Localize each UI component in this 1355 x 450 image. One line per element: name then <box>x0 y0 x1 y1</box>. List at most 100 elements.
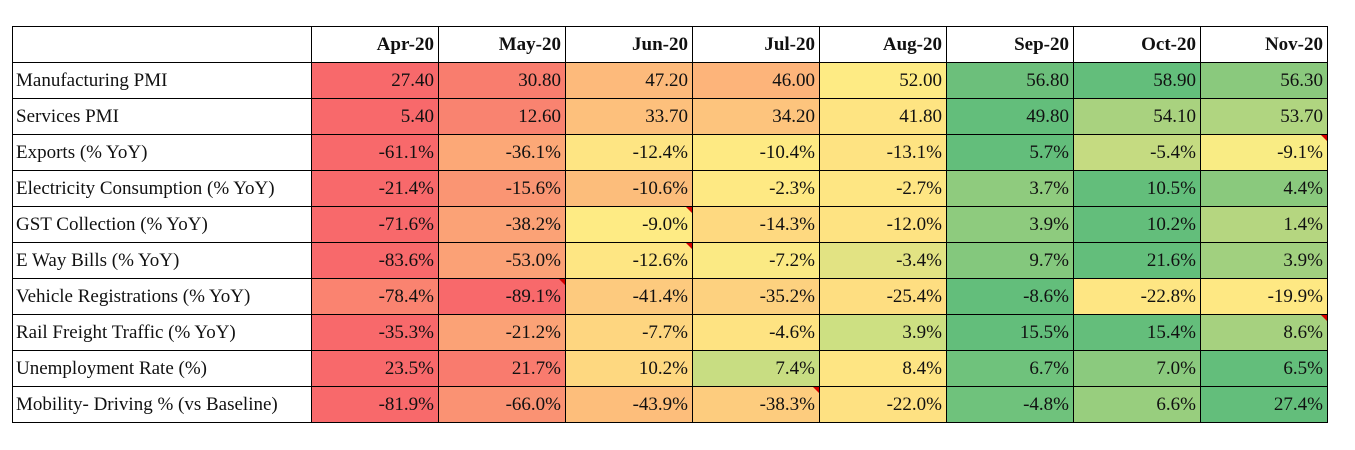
heatmap-cell: 4.4% <box>1200 170 1328 207</box>
heatmap-cell: -21.2% <box>438 314 566 351</box>
heatmap-cell: -35.3% <box>311 314 439 351</box>
heatmap-cell: 27.40 <box>311 62 439 99</box>
heatmap-cell: -4.6% <box>692 314 820 351</box>
heatmap-cell: -22.8% <box>1073 278 1201 315</box>
heatmap-cell: 34.20 <box>692 98 820 135</box>
table-row: Exports (% YoY) -61.1% -36.1% -12.4% -10.4% -… <box>12 134 1328 171</box>
heatmap-cell: 10.5% <box>1073 170 1201 207</box>
row-label: E Way Bills (% YoY) <box>12 242 312 279</box>
heatmap-cell: -3.4% <box>819 242 947 279</box>
heatmap-cell: -83.6% <box>311 242 439 279</box>
heatmap-cell: 5.7% <box>946 134 1074 171</box>
heatmap-cell: 12.60 <box>438 98 566 135</box>
heatmap-cell: -21.4% <box>311 170 439 207</box>
table-row: Electricity Consumption (% YoY) -21.4% -15… <box>12 170 1328 207</box>
heatmap-cell: -22.0% <box>819 386 947 423</box>
heatmap-cell: -10.4% <box>692 134 820 171</box>
heatmap-cell: -35.2% <box>692 278 820 315</box>
column-header: Oct-20 <box>1073 26 1201 63</box>
heatmap-cell: -10.6% <box>565 170 693 207</box>
heatmap-cell: 47.20 <box>565 62 693 99</box>
heatmap-cell: -9.0% <box>565 206 693 243</box>
heatmap-cell: 21.6% <box>1073 242 1201 279</box>
heatmap-cell: -71.6% <box>311 206 439 243</box>
heatmap-cell: 8.6% <box>1200 314 1328 351</box>
heatmap-cell: 7.0% <box>1073 350 1201 387</box>
table-row: E Way Bills (% YoY) -83.6% -53.0% -12.6% -7.… <box>12 242 1328 279</box>
heatmap-cell: -5.4% <box>1073 134 1201 171</box>
heatmap-cell: 49.80 <box>946 98 1074 135</box>
heatmap-cell: 52.00 <box>819 62 947 99</box>
heatmap-cell: 23.5% <box>311 350 439 387</box>
heatmap-cell: -78.4% <box>311 278 439 315</box>
row-label: Vehicle Registrations (% YoY) <box>12 278 312 315</box>
heatmap-cell: -41.4% <box>565 278 693 315</box>
heatmap-cell: -12.0% <box>819 206 947 243</box>
heatmap-cell: -66.0% <box>438 386 566 423</box>
heatmap-cell: 56.30 <box>1200 62 1328 99</box>
heatmap-cell: -53.0% <box>438 242 566 279</box>
heatmap-cell: -9.1% <box>1200 134 1328 171</box>
heatmap-cell: 5.40 <box>311 98 439 135</box>
heatmap-cell: 3.9% <box>819 314 947 351</box>
heatmap-cell: 15.4% <box>1073 314 1201 351</box>
heatmap-cell: -81.9% <box>311 386 439 423</box>
heatmap-cell: -15.6% <box>438 170 566 207</box>
table-row: Manufacturing PMI 27.40 30.80 47.20 46.00 52.… <box>12 62 1328 99</box>
heatmap-cell: -14.3% <box>692 206 820 243</box>
column-header: Aug-20 <box>819 26 947 63</box>
heatmap-cell: -12.4% <box>565 134 693 171</box>
heatmap-cell: -12.6% <box>565 242 693 279</box>
heatmap-cell: 3.7% <box>946 170 1074 207</box>
heatmap-cell: 3.9% <box>1200 242 1328 279</box>
heatmap-cell: 27.4% <box>1200 386 1328 423</box>
table-row: Rail Freight Traffic (% YoY) -35.3% -21.2%… <box>12 314 1328 351</box>
heatmap-cell: -8.6% <box>946 278 1074 315</box>
heatmap-cell: -4.8% <box>946 386 1074 423</box>
heatmap-table: Apr-20 May-20 Jun-20 Jul-20 Aug-20 Sep-2… <box>12 26 1328 423</box>
row-label: Unemployment Rate (%) <box>12 350 312 387</box>
table-body: Manufacturing PMI 27.40 30.80 47.20 46.00 52.… <box>12 62 1328 423</box>
heatmap-cell: -38.3% <box>692 386 820 423</box>
row-label: Manufacturing PMI <box>12 62 312 99</box>
heatmap-cell: -38.2% <box>438 206 566 243</box>
heatmap-cell: -89.1% <box>438 278 566 315</box>
heatmap-cell: 21.7% <box>438 350 566 387</box>
heatmap-cell: 56.80 <box>946 62 1074 99</box>
heatmap-cell: 6.5% <box>1200 350 1328 387</box>
column-header: Sep-20 <box>946 26 1074 63</box>
heatmap-cell: -43.9% <box>565 386 693 423</box>
column-header: Jul-20 <box>692 26 820 63</box>
heatmap-cell: -7.7% <box>565 314 693 351</box>
heatmap-cell: 10.2% <box>1073 206 1201 243</box>
table-row: GST Collection (% YoY) -71.6% -38.2% -9.0% -… <box>12 206 1328 243</box>
column-header: May-20 <box>438 26 566 63</box>
column-header: Jun-20 <box>565 26 693 63</box>
header-row: Apr-20 May-20 Jun-20 Jul-20 Aug-20 Sep-2… <box>12 26 1328 63</box>
heatmap-cell: 8.4% <box>819 350 947 387</box>
table-row: Services PMI 5.40 12.60 33.70 34.20 41.80 49.8… <box>12 98 1328 135</box>
table-row: Unemployment Rate (%) 23.5% 21.7% 10.2% 7.4%… <box>12 350 1328 387</box>
heatmap-cell: 46.00 <box>692 62 820 99</box>
heatmap-cell: -13.1% <box>819 134 947 171</box>
row-label: Mobility- Driving % (vs Baseline) <box>12 386 312 423</box>
row-label: Services PMI <box>12 98 312 135</box>
heatmap-cell: 9.7% <box>946 242 1074 279</box>
heatmap-cell: -25.4% <box>819 278 947 315</box>
heatmap-cell: 30.80 <box>438 62 566 99</box>
heatmap-cell: -61.1% <box>311 134 439 171</box>
row-label: Rail Freight Traffic (% YoY) <box>12 314 312 351</box>
heatmap-cell: 54.10 <box>1073 98 1201 135</box>
heatmap-cell: 58.90 <box>1073 62 1201 99</box>
table-row: Mobility- Driving % (vs Baseline) -81.9% -… <box>12 386 1328 423</box>
heatmap-cell: 33.70 <box>565 98 693 135</box>
row-label: GST Collection (% YoY) <box>12 206 312 243</box>
row-label: Electricity Consumption (% YoY) <box>12 170 312 207</box>
heatmap-cell: -2.3% <box>692 170 820 207</box>
heatmap-cell: 53.70 <box>1200 98 1328 135</box>
heatmap-cell: 10.2% <box>565 350 693 387</box>
table-row: Vehicle Registrations (% YoY) -78.4% -89.1… <box>12 278 1328 315</box>
heatmap-cell: -36.1% <box>438 134 566 171</box>
heatmap-cell: -2.7% <box>819 170 947 207</box>
column-header: Apr-20 <box>311 26 439 63</box>
